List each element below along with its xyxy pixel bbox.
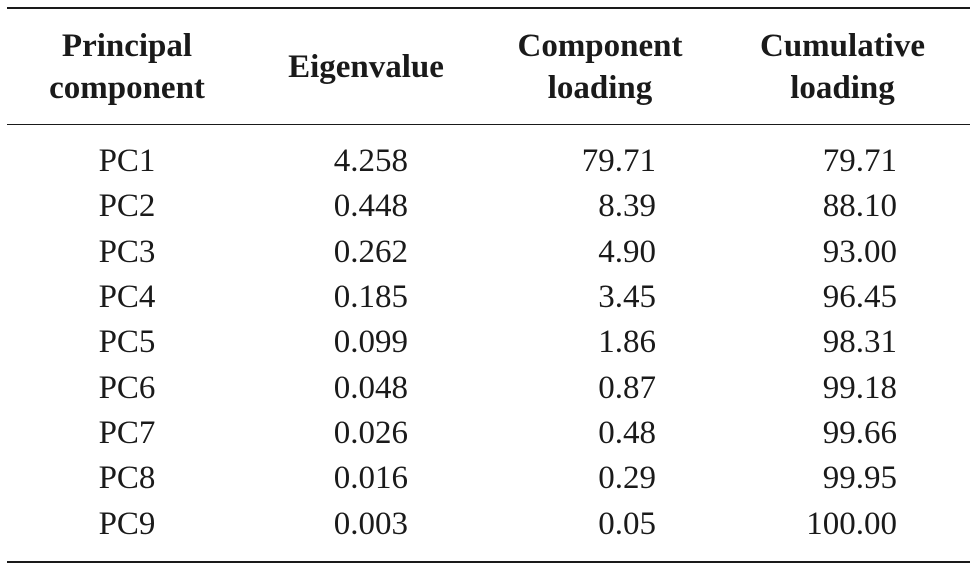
cell-component: PC5: [98, 324, 156, 361]
table-row: PC1 4.258 79.71 79.71: [7, 139, 970, 184]
cell-cumulative-loading: 96.45: [822, 279, 897, 316]
header-rule: [7, 124, 970, 125]
cell-cumulative-loading: 100.00: [806, 505, 897, 542]
table-row: PC7 0.026 0.48 99.66: [7, 411, 970, 456]
cell-eigenvalue: 0.026: [333, 414, 408, 451]
cell-component-loading: 0.29: [598, 460, 656, 497]
header-eigenvalue: Eigenvalue: [288, 48, 444, 85]
cell-cumulative-loading: 99.18: [822, 369, 897, 406]
top-rule: [7, 7, 970, 9]
header-principal-component: Principal component: [49, 27, 205, 106]
cell-component: PC6: [98, 369, 156, 406]
cell-component-loading: 4.90: [598, 233, 656, 270]
cell-component: PC8: [98, 460, 156, 497]
cell-cumulative-loading: 98.31: [822, 324, 897, 361]
cell-component-loading: 0.48: [598, 414, 656, 451]
cell-eigenvalue: 0.099: [333, 324, 408, 361]
cell-component-loading: 0.05: [598, 505, 656, 542]
cell-cumulative-loading: 79.71: [822, 143, 897, 180]
cell-component: PC3: [98, 233, 156, 270]
cell-component: PC7: [98, 414, 156, 451]
cell-component: PC4: [98, 279, 156, 316]
cell-component-loading: 8.39: [598, 188, 656, 225]
cell-component: PC9: [98, 505, 156, 542]
table-row: PC9 0.003 0.05 100.00: [7, 501, 970, 546]
cell-cumulative-loading: 93.00: [822, 233, 897, 270]
cell-eigenvalue: 0.262: [333, 233, 408, 270]
table-row: PC4 0.185 3.45 96.45: [7, 275, 970, 320]
cell-component-loading: 79.71: [581, 143, 656, 180]
cell-cumulative-loading: 99.95: [822, 460, 897, 497]
cell-component-loading: 3.45: [598, 279, 656, 316]
cell-cumulative-loading: 99.66: [822, 414, 897, 451]
table-row: PC3 0.262 4.90 93.00: [7, 230, 970, 275]
header-cumulative-loading: Cumulative loading: [760, 27, 925, 106]
table-row: PC8 0.016 0.29 99.95: [7, 456, 970, 501]
cell-eigenvalue: 4.258: [333, 143, 408, 180]
cell-eigenvalue: 0.448: [333, 188, 408, 225]
table-row: PC6 0.048 0.87 99.18: [7, 365, 970, 410]
pca-table: Principal component Eigenvalue Component…: [7, 7, 970, 563]
table-header-row: Principal component Eigenvalue Component…: [7, 9, 970, 124]
table-row: PC2 0.448 8.39 88.10: [7, 184, 970, 229]
cell-component-loading: 1.86: [598, 324, 656, 361]
cell-component-loading: 0.87: [598, 369, 656, 406]
cell-component: PC2: [98, 188, 156, 225]
header-component-loading: Component loading: [517, 27, 683, 106]
cell-eigenvalue: 0.003: [333, 505, 408, 542]
cell-component: PC1: [98, 143, 156, 180]
cell-cumulative-loading: 88.10: [822, 188, 897, 225]
table-row: PC5 0.099 1.86 98.31: [7, 320, 970, 365]
cell-eigenvalue: 0.016: [333, 460, 408, 497]
cell-eigenvalue: 0.048: [333, 369, 408, 406]
table-body: PC1 4.258 79.71 79.71 PC2 0.448 8.39 88.10 PC3 0.…: [7, 125, 970, 561]
cell-eigenvalue: 0.185: [333, 279, 408, 316]
